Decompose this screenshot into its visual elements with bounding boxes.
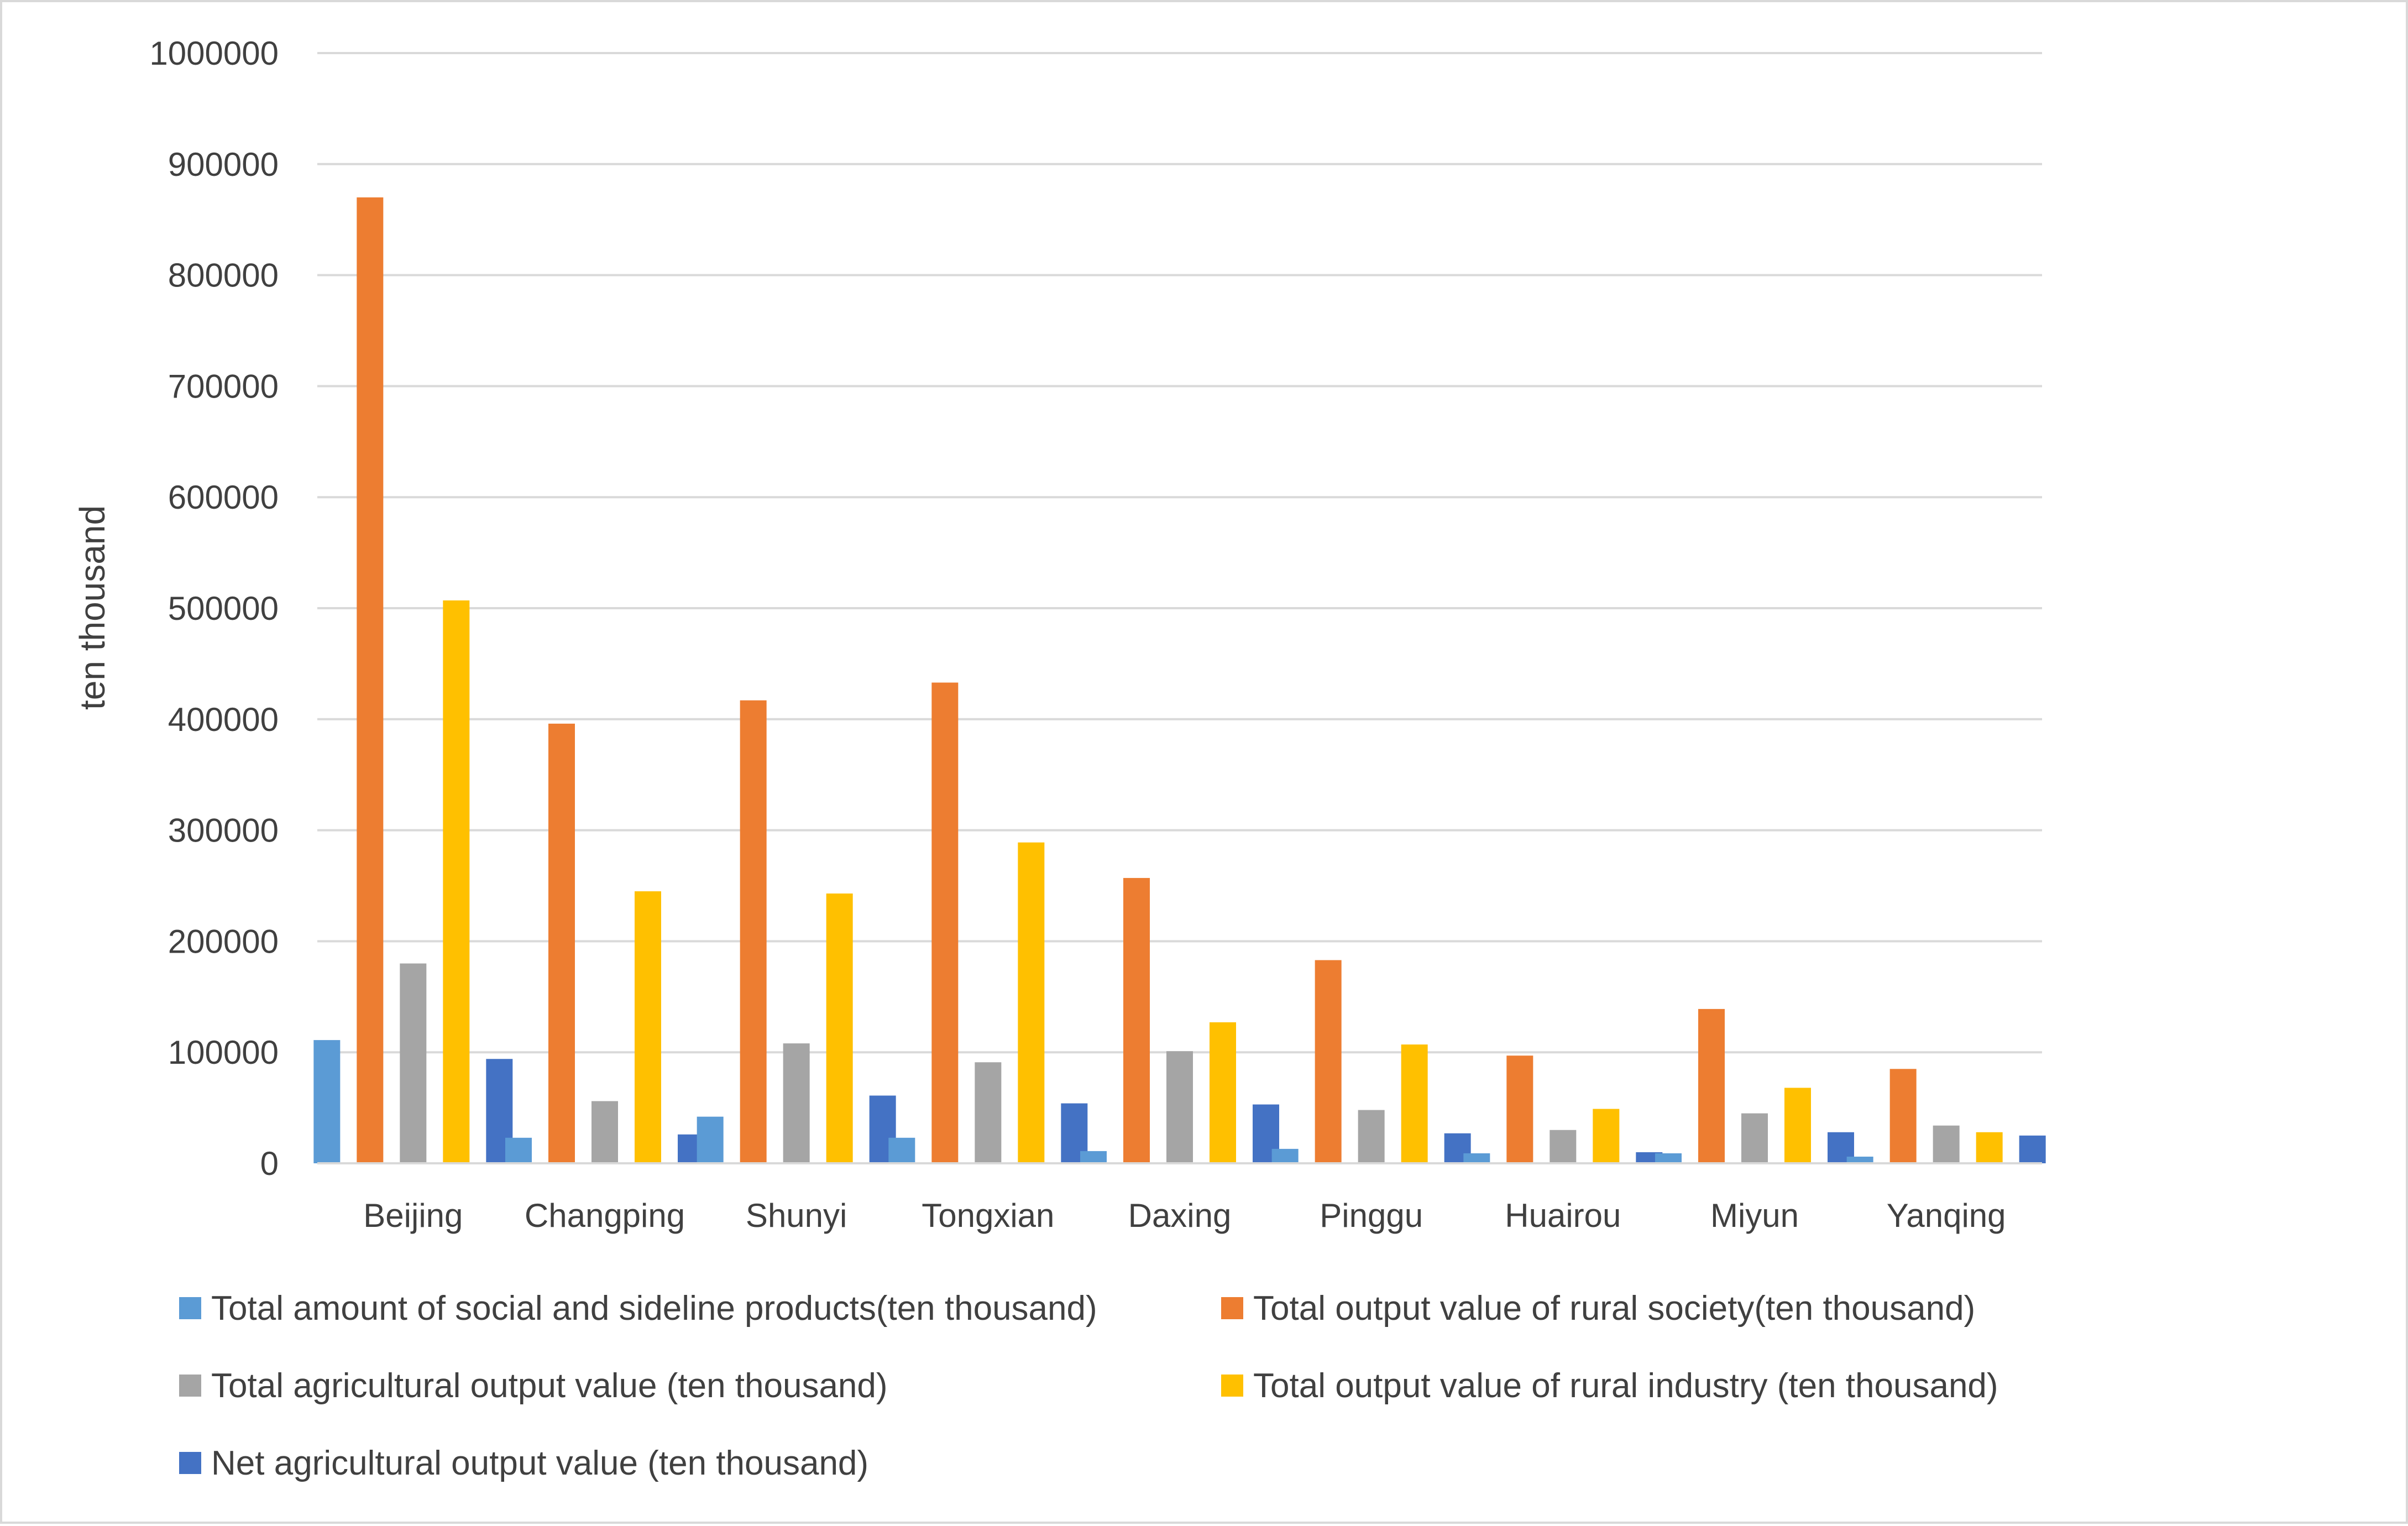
- legend-label: Total output value of rural industry (te…: [1253, 1367, 1998, 1405]
- x-tick-label: Beijing: [363, 1197, 463, 1234]
- legend-item: Total output value of rural industry (te…: [1221, 1367, 1998, 1405]
- y-tick-label: 900000: [168, 146, 279, 183]
- bar-changping-series-2: [548, 723, 575, 1163]
- y-tick-label: 0: [260, 1145, 279, 1182]
- bar-miyun-series-4: [1784, 1088, 1811, 1163]
- y-axis-tick-labels: 0 100000 200000 300000 400000 500000 600000 700…: [149, 35, 279, 1182]
- bar-shunyi-series-1: [697, 1116, 724, 1163]
- y-tick-label: 500000: [168, 590, 279, 627]
- bar-yanqing-series-3: [1933, 1125, 1960, 1163]
- bar-daxing-series-4: [1210, 1022, 1236, 1163]
- bar-yanqing-series-5: [2019, 1135, 2046, 1163]
- y-tick-label: 200000: [168, 923, 279, 960]
- bar-daxing-series-2: [1123, 877, 1150, 1163]
- bar-tongxian-series-2: [931, 682, 959, 1163]
- legend-label: Net agricultural output value (ten thous…: [211, 1444, 868, 1482]
- x-tick-label: Tongxian: [922, 1197, 1054, 1234]
- x-tick-label: Yanqing: [1887, 1197, 2006, 1234]
- legend-item: Total amount of social and sideline prod…: [179, 1289, 1097, 1328]
- y-tick-label: 400000: [168, 701, 279, 738]
- legend-swatch: [1221, 1375, 1243, 1397]
- bar-tongxian-series-4: [1018, 842, 1045, 1163]
- legend-item: Total output value of rural society(ten …: [1221, 1289, 1975, 1328]
- bar-yanqing-series-4: [1976, 1132, 2003, 1163]
- x-axis-tick-labels: Beijing Changping Shunyi Tongxian Daxing Ping…: [363, 1197, 2006, 1234]
- bar-shunyi-series-2: [740, 700, 767, 1163]
- legend-item: Total agricultural output value (ten tho…: [179, 1367, 888, 1405]
- legend-label: Total amount of social and sideline prod…: [211, 1289, 1097, 1328]
- x-tick-label: Miyun: [1710, 1197, 1799, 1234]
- bar-beijing-series-1: [313, 1040, 341, 1163]
- bar-yanqing-series-2: [1889, 1069, 1917, 1163]
- y-tick-label: 1000000: [149, 35, 279, 72]
- y-tick-label: 100000: [168, 1034, 279, 1071]
- bar-pinggu-series-4: [1401, 1044, 1428, 1163]
- bar-pinggu-series-1: [1271, 1148, 1299, 1163]
- bar-changping-series-1: [505, 1137, 532, 1163]
- legend-item: Net agricultural output value (ten thous…: [179, 1444, 868, 1482]
- bars: [313, 197, 2046, 1163]
- bar-miyun-series-2: [1698, 1008, 1725, 1163]
- gridlines: [317, 52, 2042, 1054]
- legend-swatch: [1221, 1297, 1243, 1319]
- bar-shunyi-series-3: [783, 1043, 810, 1163]
- x-tick-label: Huairou: [1505, 1197, 1621, 1234]
- bar-beijing-series-3: [400, 963, 427, 1163]
- x-tick-label: Pinggu: [1320, 1197, 1423, 1234]
- y-axis-title: ten thousand: [72, 505, 112, 710]
- x-tick-label: Changping: [525, 1197, 685, 1234]
- bar-changping-series-3: [591, 1101, 618, 1163]
- x-tick-label: Shunyi: [746, 1197, 847, 1234]
- bar-huairou-series-1: [1463, 1153, 1490, 1163]
- bar-changping-series-4: [635, 891, 661, 1163]
- bar-huairou-series-4: [1593, 1109, 1620, 1163]
- legend: Total amount of social and sideline prod…: [179, 1289, 1998, 1482]
- bar-pinggu-series-2: [1315, 960, 1342, 1163]
- bar-pinggu-series-3: [1358, 1110, 1385, 1163]
- legend-swatch: [179, 1452, 201, 1474]
- bar-huairou-series-2: [1506, 1055, 1533, 1163]
- bar-beijing-series-4: [443, 600, 470, 1163]
- legend-label: Total output value of rural society(ten …: [1253, 1289, 1975, 1328]
- bar-daxing-series-1: [1080, 1151, 1107, 1163]
- y-tick-label: 300000: [168, 812, 279, 849]
- bar-tongxian-series-1: [888, 1137, 915, 1163]
- bar-miyun-series-1: [1655, 1153, 1682, 1163]
- x-tick-label: Daxing: [1128, 1197, 1232, 1234]
- legend-swatch: [179, 1297, 201, 1319]
- bar-huairou-series-3: [1550, 1130, 1577, 1163]
- y-tick-label: 600000: [168, 479, 279, 516]
- bar-daxing-series-3: [1166, 1051, 1193, 1163]
- legend-label: Total agricultural output value (ten tho…: [211, 1367, 888, 1405]
- bar-beijing-series-2: [357, 197, 384, 1163]
- bar-yanqing-series-1: [1846, 1156, 1873, 1163]
- bar-shunyi-series-4: [826, 893, 853, 1163]
- bar-tongxian-series-3: [975, 1062, 1002, 1163]
- y-tick-label: 800000: [168, 257, 279, 294]
- y-tick-label: 700000: [168, 368, 279, 405]
- bar-miyun-series-3: [1741, 1113, 1768, 1163]
- legend-swatch: [179, 1375, 201, 1397]
